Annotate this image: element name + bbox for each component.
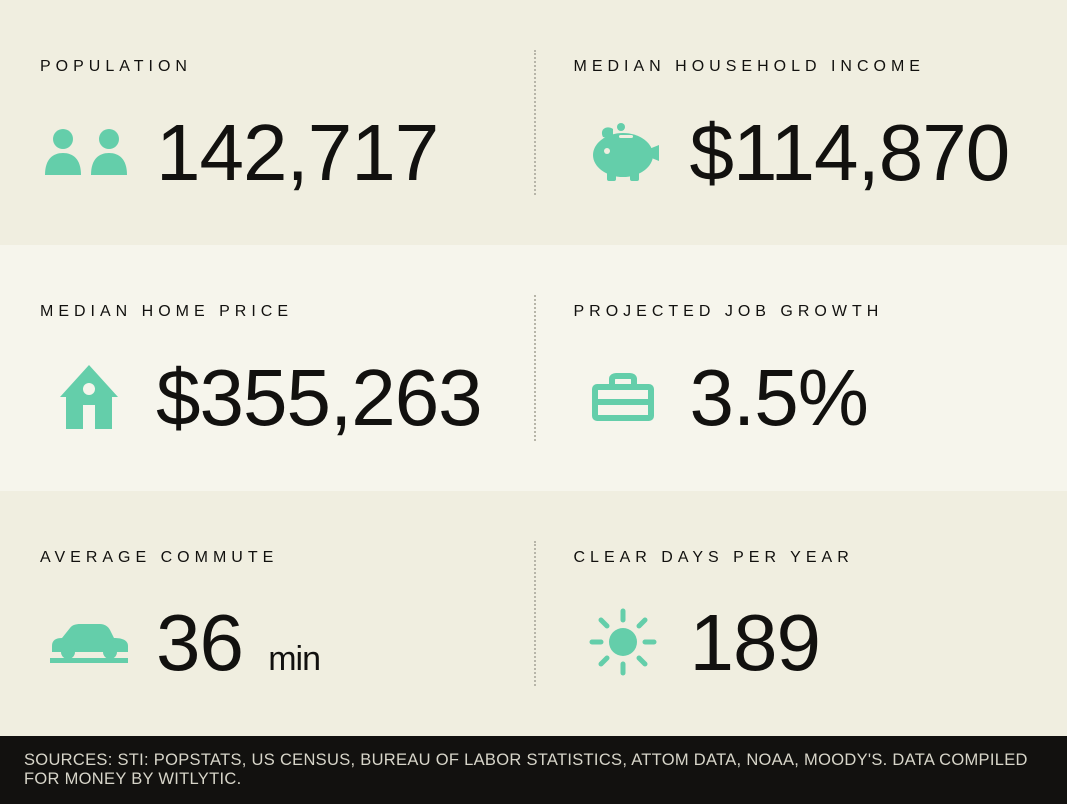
briefcase-icon: [574, 373, 672, 421]
value-income: $114,870: [690, 113, 1038, 193]
label-income: MEDIAN HOUSEHOLD INCOME: [574, 58, 925, 76]
house-icon: [40, 365, 138, 429]
label-commute: AVERAGE COMMUTE: [40, 549, 278, 567]
commute-number: 36: [156, 598, 243, 687]
car-icon: [40, 620, 138, 664]
value-commute: 36 min: [156, 603, 504, 683]
divider: [534, 295, 536, 440]
sun-icon: [574, 607, 672, 677]
label-population: POPULATION: [40, 58, 192, 76]
cell-income: MEDIAN HOUSEHOLD INCOME $114,870: [534, 0, 1067, 245]
cell-population: POPULATION 142,717: [0, 0, 534, 245]
commute-unit: min: [268, 640, 320, 678]
people-icon: [40, 129, 138, 175]
value-job-growth: 3.5%: [690, 358, 1038, 438]
divider: [534, 541, 536, 686]
cell-home-price: MEDIAN HOME PRICE $355,263: [0, 245, 534, 490]
label-job-growth: PROJECTED JOB GROWTH: [574, 303, 884, 321]
value-clear-days: 189: [690, 603, 1038, 683]
divider: [534, 50, 536, 195]
value-population: 142,717: [156, 113, 504, 193]
sources-text: SOURCES: STI: POPSTATS, US CENSUS, BUREA…: [24, 751, 1043, 789]
piggybank-icon: [574, 123, 672, 181]
label-home-price: MEDIAN HOME PRICE: [40, 303, 293, 321]
stats-grid: POPULATION 142,717 MEDIAN HOUSEHOLD INCO…: [0, 0, 1067, 736]
value-home-price: $355,263: [156, 358, 504, 438]
cell-job-growth: PROJECTED JOB GROWTH 3.5%: [534, 245, 1067, 490]
cell-commute: AVERAGE COMMUTE 36 min: [0, 491, 534, 736]
sources-footer: SOURCES: STI: POPSTATS, US CENSUS, BUREA…: [0, 736, 1067, 804]
cell-clear-days: CLEAR DAYS PER YEAR: [534, 491, 1067, 736]
label-clear-days: CLEAR DAYS PER YEAR: [574, 549, 854, 567]
